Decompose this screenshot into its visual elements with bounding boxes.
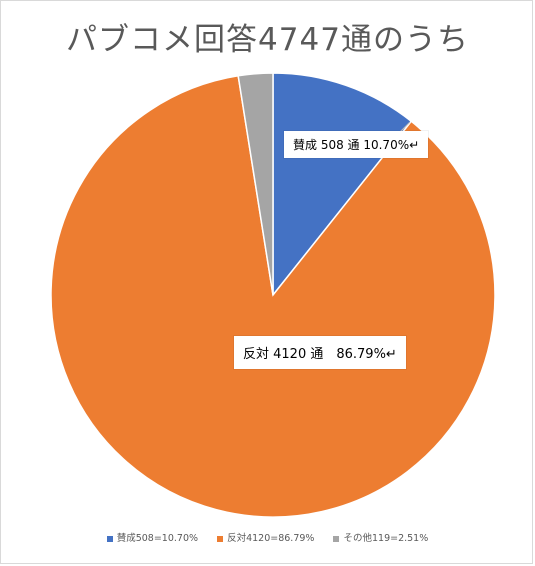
- legend-item-approve: 賛成508=10.70%: [106, 530, 199, 544]
- legend-item-oppose: 反対4120=86.79%: [217, 530, 314, 544]
- data-label-oppose: 反対 4120 通 86.79%↵: [234, 336, 406, 369]
- legend-swatch-other: [333, 535, 340, 542]
- legend: 賛成508=10.70% 反対4120=86.79% その他119=2.51%: [0, 530, 535, 544]
- legend-swatch-approve: [106, 535, 113, 542]
- pie-slice-approve: [272, 72, 413, 298]
- legend-label-approve: 賛成508=10.70%: [116, 533, 199, 544]
- chart-title: パブコメ回答4747通のうち: [66, 22, 469, 58]
- legend-label-other: その他119=2.51%: [343, 533, 429, 544]
- pie-slice-other: [237, 72, 274, 296]
- legend-label-oppose: 反対4120=86.79%: [227, 533, 315, 544]
- legend-item-other: その他119=2.51%: [333, 530, 428, 544]
- pie-slice-oppose: [50, 74, 496, 518]
- data-label-approve: 賛成 508 通 10.70%↵: [284, 131, 429, 158]
- legend-swatch-oppose: [217, 535, 224, 542]
